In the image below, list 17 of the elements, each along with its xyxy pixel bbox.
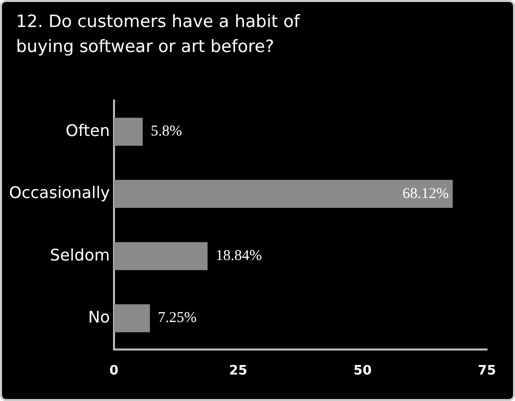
y-tick-label: No [88,307,110,326]
data-label: 18.84% [216,248,262,264]
data-label: 68.12% [402,186,449,202]
x-tick-label: 25 [229,364,248,379]
bar [114,304,150,332]
data-label: 7.25% [158,310,197,326]
bar [114,242,208,270]
data-label: 5.8% [150,124,182,140]
y-tick-label: Occasionally [8,183,110,202]
y-tick-label: Seldom [50,245,110,264]
x-tick-label: 75 [478,364,496,379]
x-tick-label: 0 [109,364,118,379]
bar [114,118,143,146]
bar [114,180,453,208]
x-tick-label: 50 [354,364,372,379]
y-tick-label: Often [66,120,110,140]
chart-title: 12. Do customers have a habit of buying softwear or art before? [16,11,301,59]
